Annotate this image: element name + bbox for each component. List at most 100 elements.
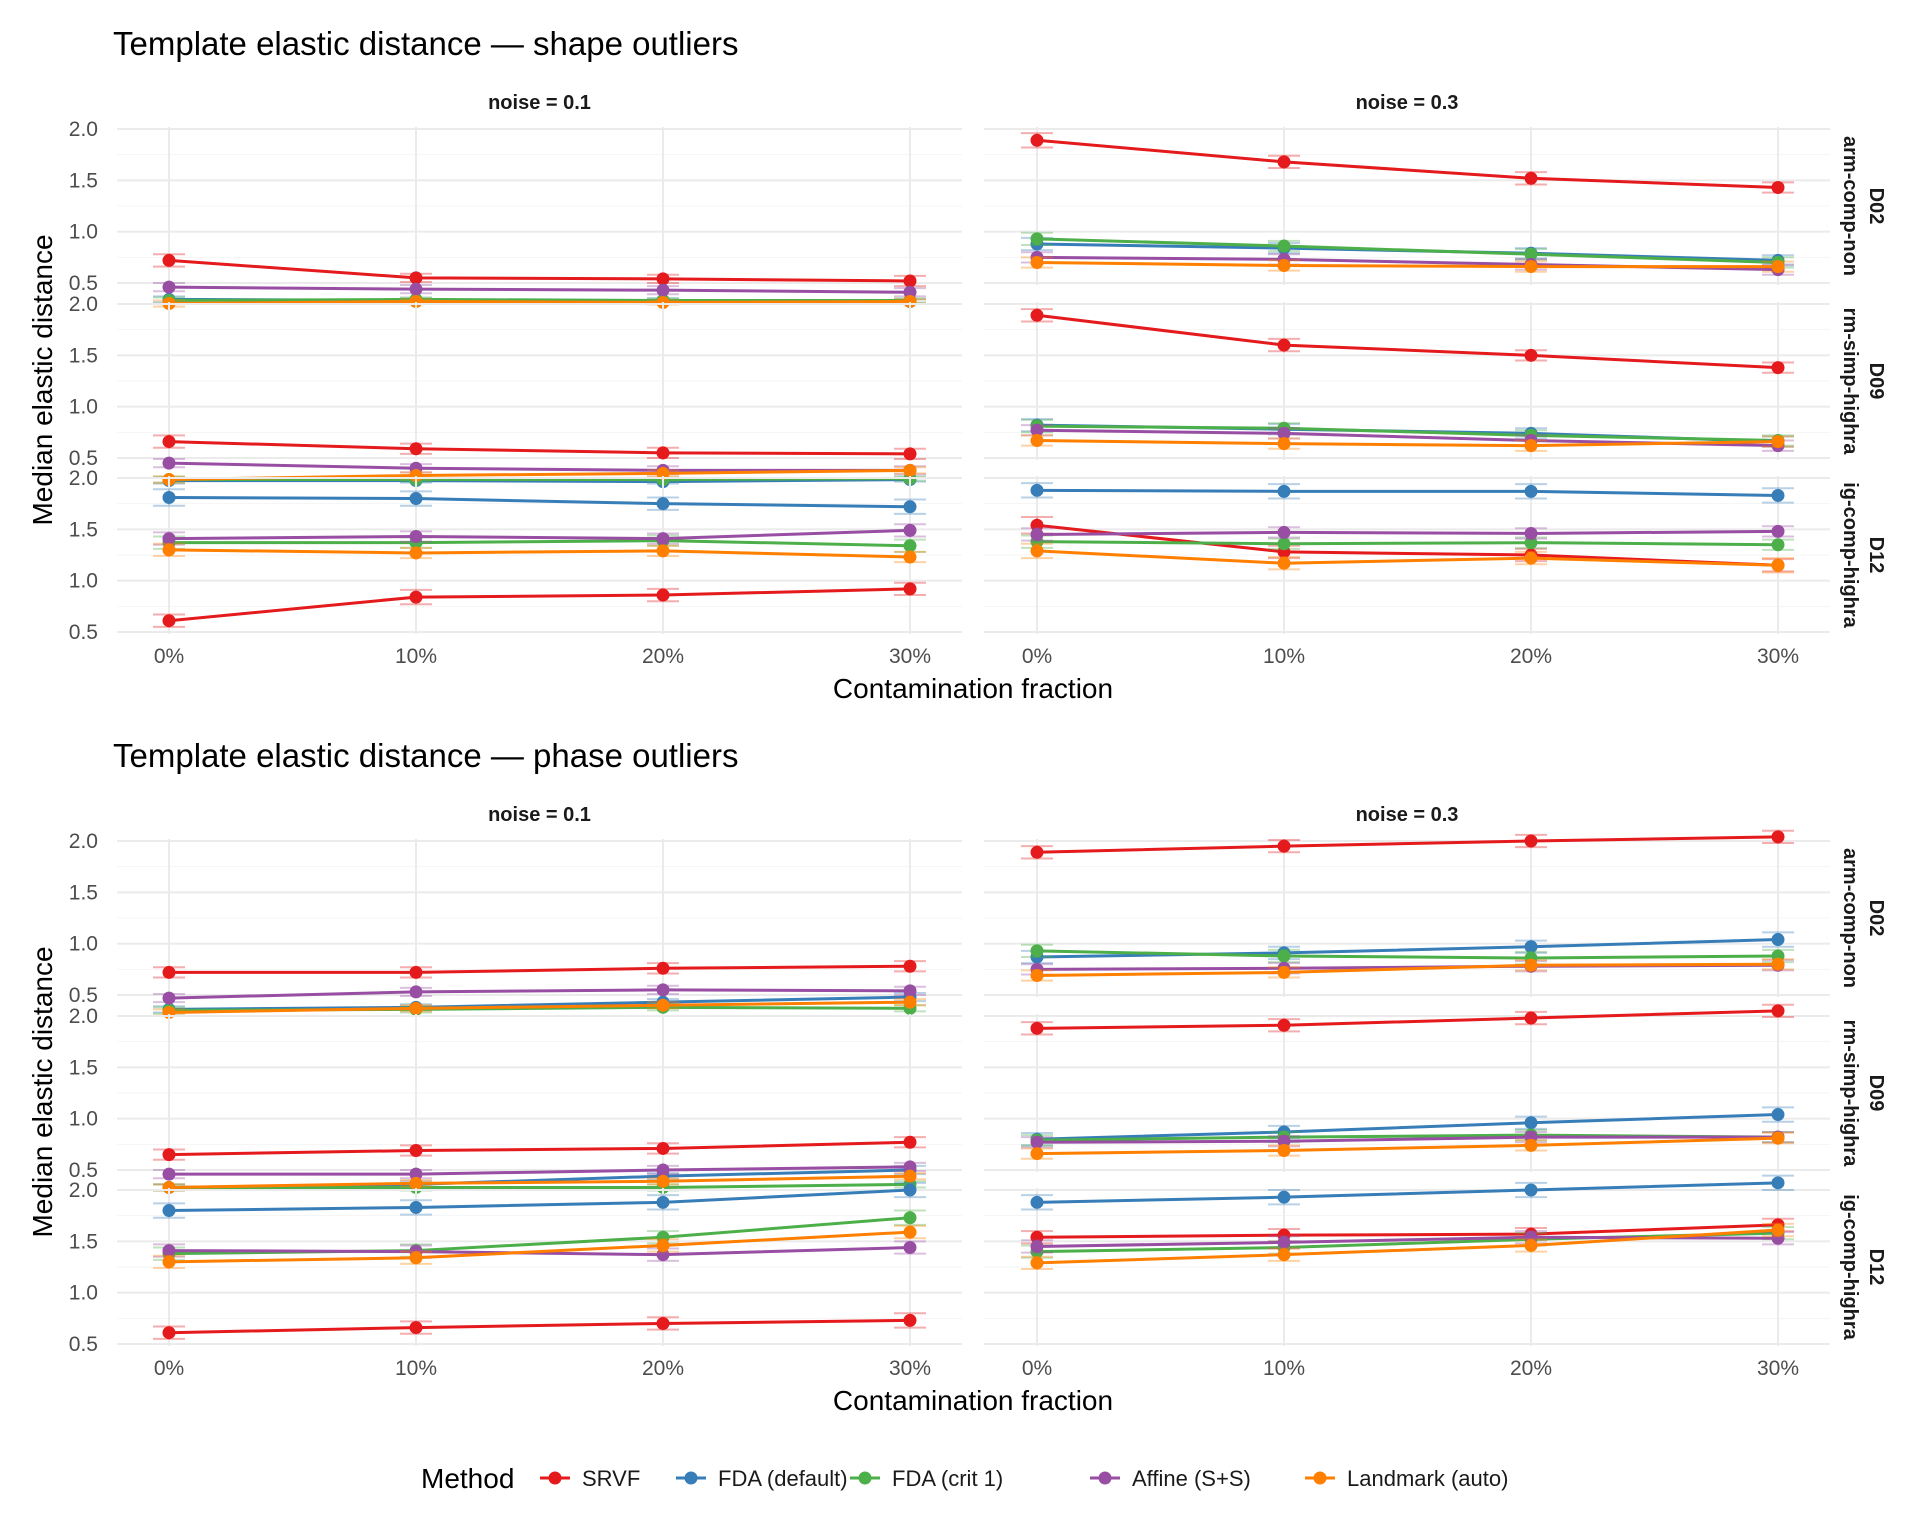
data-point — [409, 546, 423, 560]
data-point — [656, 466, 670, 480]
series-line — [168, 528, 911, 541]
y-tick-label: 0.5 — [69, 272, 98, 295]
data-point — [1277, 1143, 1291, 1157]
series-line — [1036, 313, 1779, 370]
series-line — [168, 1230, 911, 1264]
data-point — [656, 497, 670, 511]
data-point — [903, 1313, 917, 1327]
data-point — [162, 1148, 176, 1162]
panel — [984, 829, 1830, 997]
y-tick-label: 1.0 — [69, 933, 98, 956]
data-point — [1277, 426, 1291, 440]
data-point — [903, 1240, 917, 1254]
data-point — [1771, 260, 1785, 274]
data-point — [1277, 155, 1291, 169]
series-line — [168, 548, 911, 559]
y-tick-label: 2.0 — [69, 830, 98, 853]
panel — [984, 1174, 1830, 1346]
data-point — [1277, 949, 1291, 963]
data-point — [409, 282, 423, 296]
y-tick-label: 2.0 — [69, 1005, 98, 1028]
series-landmark-auto- — [1021, 255, 1794, 274]
data-point — [1524, 536, 1538, 550]
series-line — [1036, 488, 1779, 497]
series-line — [1036, 424, 1779, 443]
data-point — [1030, 1230, 1044, 1244]
data-point — [1030, 308, 1044, 322]
data-point — [1030, 1135, 1044, 1149]
series-fda-default- — [1021, 931, 1794, 965]
row-strip-label: ig-comp-highra — [1839, 482, 1861, 628]
legend-item: SRVF — [540, 1466, 640, 1491]
panel — [117, 302, 962, 489]
series-fda-crit-1- — [1021, 534, 1794, 552]
data-point — [1277, 239, 1291, 253]
series-fda-default- — [153, 1181, 926, 1219]
data-point — [656, 1316, 670, 1330]
data-point — [162, 543, 176, 557]
series-srvf — [1021, 1003, 1794, 1036]
data-point — [1524, 348, 1538, 362]
data-point — [903, 959, 917, 973]
series-line — [168, 1140, 911, 1157]
legend-key-point — [684, 1471, 698, 1485]
data-point — [903, 550, 917, 564]
data-point — [1030, 434, 1044, 448]
data-point — [409, 530, 423, 544]
y-tick-label: 1.5 — [69, 881, 98, 904]
data-point — [1030, 232, 1044, 246]
data-point — [1277, 1248, 1291, 1262]
data-point — [409, 442, 423, 456]
series-line — [169, 964, 911, 974]
data-point — [1771, 1223, 1785, 1237]
data-point — [1277, 965, 1291, 979]
charts-layer: Template elastic distance — shape outlie… — [27, 25, 1887, 1416]
data-point — [1277, 1134, 1291, 1148]
data-point — [1277, 1235, 1291, 1249]
row-strip-label: rm-simp-highra — [1839, 1020, 1861, 1168]
data-point — [1771, 558, 1785, 572]
data-point — [1030, 544, 1044, 558]
data-point — [903, 500, 917, 514]
data-point — [409, 985, 423, 999]
data-point — [1277, 259, 1291, 273]
y-tick-label: 1.5 — [69, 518, 98, 541]
data-point — [1030, 1021, 1044, 1035]
series-line — [1036, 237, 1779, 264]
data-point — [409, 1321, 423, 1335]
series-line — [1036, 1135, 1778, 1144]
data-point — [903, 274, 917, 288]
series-srvf — [153, 253, 926, 288]
y-tick-label: 0.5 — [69, 984, 98, 1007]
series-line — [1036, 1231, 1779, 1254]
x-tick-label: 20% — [1510, 645, 1552, 668]
legend-title: Method — [421, 1463, 514, 1494]
data-point — [1524, 1183, 1538, 1197]
y-tick-label: 0.5 — [69, 1333, 98, 1356]
data-point — [1771, 435, 1785, 449]
series-affine-s-s- — [153, 523, 926, 546]
data-point — [162, 991, 176, 1005]
data-point — [409, 1143, 423, 1157]
panel — [117, 1181, 962, 1346]
data-point — [1030, 527, 1044, 541]
data-point — [1277, 437, 1291, 451]
data-point — [656, 961, 670, 975]
x-tick-label: 30% — [1757, 1357, 1799, 1380]
data-point — [903, 984, 917, 998]
data-point — [1524, 1238, 1538, 1252]
series-affine-s-s- — [153, 280, 926, 299]
chart-title: Template elastic distance — phase outlie… — [113, 737, 739, 774]
data-point — [1030, 483, 1044, 497]
legend-item: FDA (default) — [676, 1466, 848, 1491]
x-tick-label: 0% — [1022, 645, 1052, 668]
data-point — [903, 1225, 917, 1239]
x-tick-label: 10% — [1263, 1357, 1305, 1380]
row-strip-id: D12 — [1865, 1249, 1887, 1286]
series-line — [1036, 540, 1779, 547]
row-strip-label: ig-comp-highra — [1839, 1194, 1861, 1340]
data-point — [1771, 361, 1785, 375]
series-line — [168, 587, 911, 623]
data-point — [1030, 423, 1044, 437]
data-point — [1771, 538, 1785, 552]
